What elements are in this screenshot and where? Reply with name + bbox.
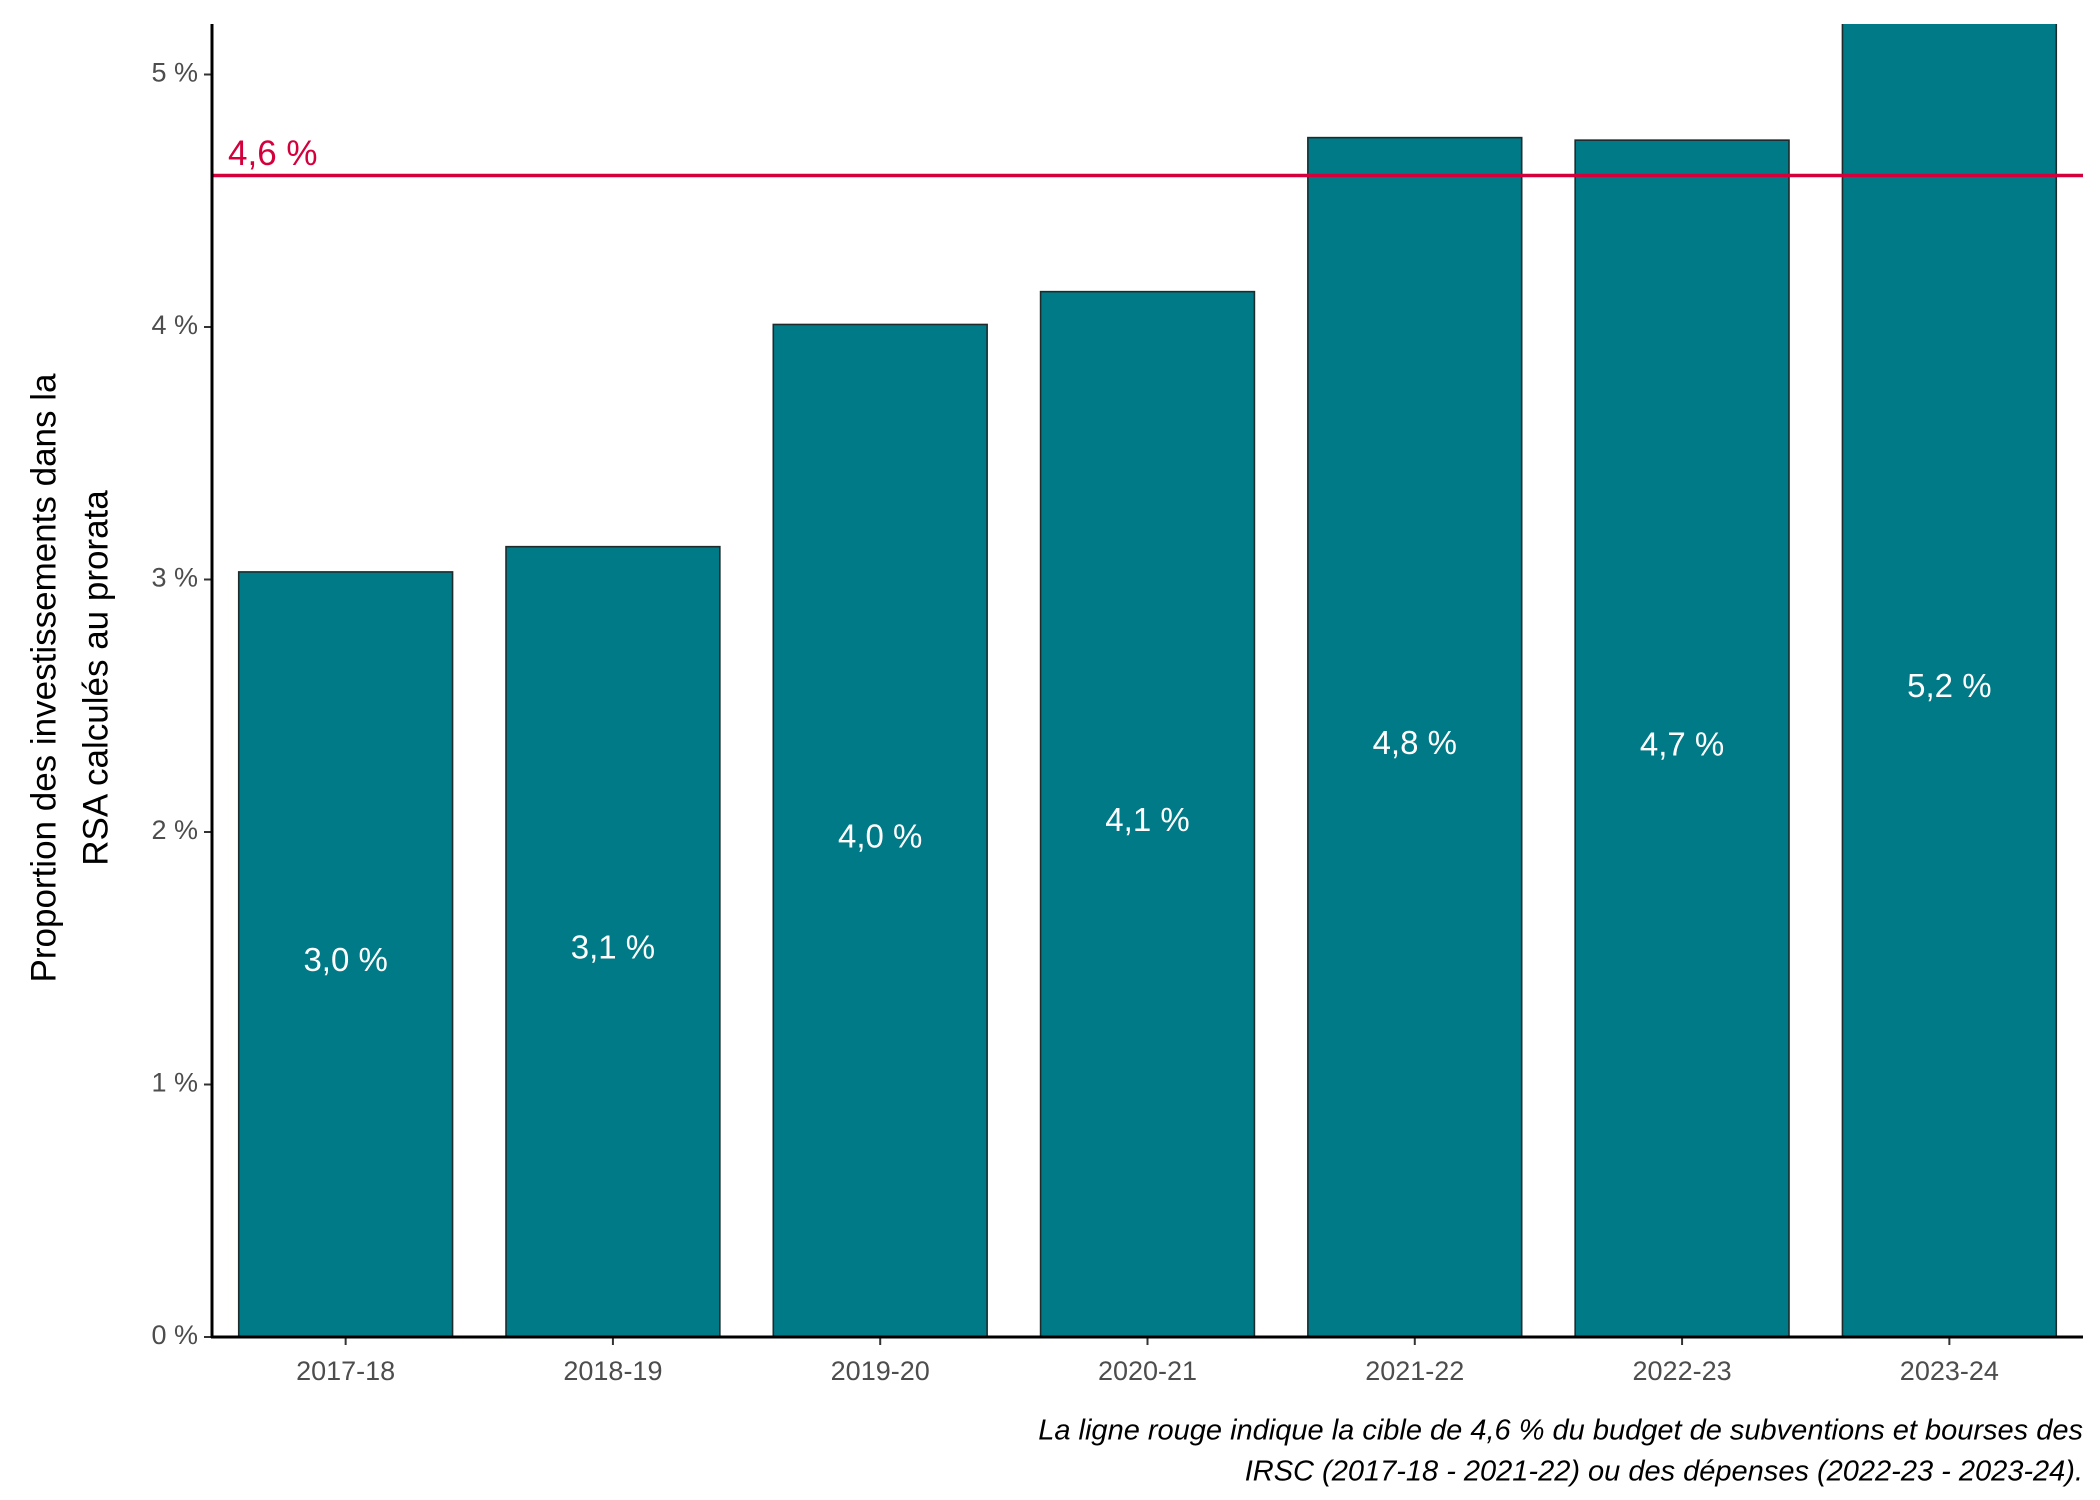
value-label: 3,1 % [571, 929, 655, 966]
x-tick-label: 2020-21 [1098, 1356, 1197, 1386]
value-label: 4,7 % [1640, 725, 1724, 762]
value-label: 4,0 % [838, 817, 922, 854]
bar [1841, 24, 2058, 1338]
y-axis-title: RSA calculés au prorata [76, 490, 115, 866]
value-label: 4,8 % [1373, 724, 1457, 761]
x-tick-label: 2023-24 [1900, 1356, 1999, 1386]
caption: IRSC (2017-18 - 2021-22) ou des dépenses… [1245, 1456, 2083, 1488]
target-label: 4,6 % [228, 134, 318, 173]
caption: La ligne rouge indique la cible de 4,6 %… [1038, 1415, 2083, 1447]
value-label: 5,2 % [1907, 667, 1991, 704]
x-tick-label: 2019-20 [831, 1356, 930, 1386]
y-tick-label: 0 % [151, 1320, 198, 1350]
y-tick-label: 1 % [151, 1068, 198, 1098]
value-label: 3,0 % [303, 941, 387, 978]
x-tick-label: 2021-22 [1365, 1356, 1464, 1386]
bar [772, 323, 988, 1338]
y-tick-label: 4 % [151, 310, 198, 340]
bar [1039, 290, 1256, 1338]
y-tick-label: 3 % [151, 563, 198, 593]
value-label: 4,1 % [1105, 801, 1189, 838]
y-tick-label: 5 % [151, 58, 198, 88]
bar [237, 571, 454, 1338]
x-tick-label: 2018-19 [563, 1356, 662, 1386]
bar [505, 545, 721, 1338]
y-tick-label: 2 % [151, 815, 198, 845]
x-tick-label: 2022-23 [1633, 1356, 1732, 1386]
x-tick-label: 2017-18 [296, 1356, 395, 1386]
y-axis-title: Proportion des investissements dans la [24, 373, 63, 982]
bar [1574, 139, 1790, 1338]
bar [1307, 136, 1523, 1338]
plot-area [237, 24, 2058, 1338]
